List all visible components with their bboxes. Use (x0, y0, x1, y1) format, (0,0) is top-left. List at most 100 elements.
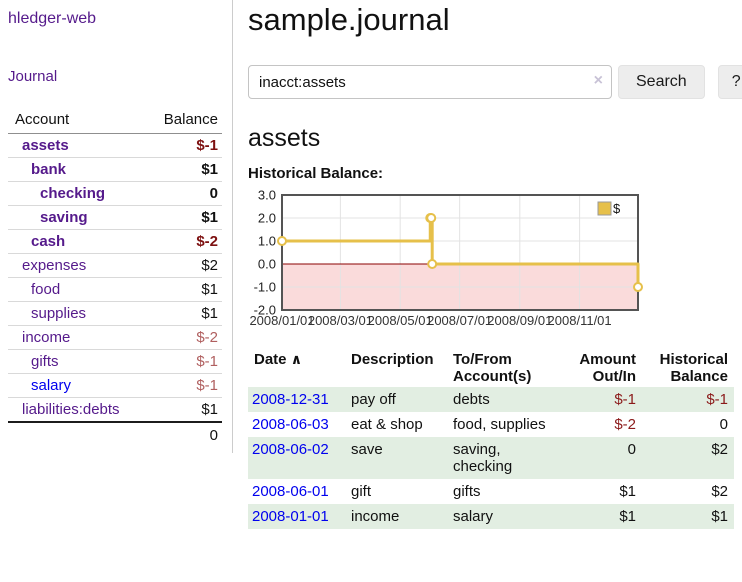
account-balance: $-1 (143, 349, 222, 374)
transaction-accounts: salary (453, 508, 494, 525)
account-link-supplies[interactable]: supplies (31, 305, 87, 322)
register-row: 2008-12-31 pay off debts $-1 $-1 (248, 387, 734, 412)
column-header-date[interactable]: Date ∧ (248, 349, 345, 387)
transaction-description: gift (351, 483, 372, 500)
account-row: income $-2 (8, 325, 222, 350)
account-balance: $-2 (143, 229, 222, 254)
transaction-accounts: saving, checking (453, 441, 513, 475)
account-balance: 0 (143, 181, 222, 206)
account-row: checking 0 (8, 181, 222, 206)
transaction-date-link[interactable]: 2008-06-01 (252, 483, 329, 500)
account-row: food $1 (8, 277, 222, 302)
clear-search-icon[interactable]: × (593, 72, 603, 89)
svg-text:1.0: 1.0 (258, 234, 276, 249)
account-row: saving $1 (8, 205, 222, 230)
account-row: liabilities:debts $1 (8, 397, 222, 423)
account-link-food[interactable]: food (31, 281, 61, 298)
svg-text:2.0: 2.0 (258, 211, 276, 226)
svg-text:$: $ (613, 201, 621, 216)
transaction-date-link[interactable]: 2008-12-31 (252, 391, 329, 408)
account-row: expenses $2 (8, 253, 222, 278)
account-balance: $-2 (143, 325, 222, 350)
transaction-balance: $-1 (706, 391, 728, 408)
help-button[interactable]: ? (717, 65, 742, 99)
chart-title: Historical Balance: (248, 165, 384, 182)
account-link-income[interactable]: income (22, 329, 71, 346)
svg-text:2008/01/01: 2008/01/01 (249, 313, 314, 328)
transaction-accounts: food, supplies (453, 416, 546, 433)
account-column-header: Account (8, 108, 144, 134)
svg-text:-1.0: -1.0 (254, 280, 276, 295)
transaction-accounts: debts (453, 391, 490, 408)
page-title: sample.journal (248, 2, 450, 37)
transaction-date-link[interactable]: 2008-01-01 (252, 508, 329, 525)
account-row: salary $-1 (8, 373, 222, 398)
account-row: cash $-2 (8, 229, 222, 254)
date-column-label: Date (254, 351, 287, 368)
register-row: 2008-06-03 eat & shop food, supplies $-2… (248, 412, 734, 437)
transaction-description: income (351, 508, 400, 525)
svg-text:2008/05/01: 2008/05/01 (368, 313, 433, 328)
transaction-description: eat & shop (351, 416, 423, 433)
transaction-amount: $-1 (614, 391, 636, 408)
transaction-amount: $-2 (614, 416, 636, 433)
svg-text:2008/11/01: 2008/11/01 (548, 313, 612, 328)
register-row: 2008-01-01 income salary $1 $1 (248, 504, 734, 529)
account-link-expenses[interactable]: expenses (22, 257, 87, 274)
column-header-amount: Amount Out/In (579, 351, 636, 385)
transaction-balance: $2 (711, 441, 728, 458)
account-balance: $1 (143, 277, 222, 302)
svg-text:3.0: 3.0 (258, 190, 276, 203)
transaction-amount: $1 (619, 508, 636, 525)
column-header-balance: Historical Balance (659, 351, 728, 385)
transaction-amount: 0 (627, 441, 636, 458)
transaction-date-link[interactable]: 2008-06-03 (252, 416, 329, 433)
transaction-balance: $1 (711, 508, 728, 525)
search-button[interactable]: Search (618, 65, 705, 99)
transaction-balance: 0 (719, 416, 728, 433)
sort-ascending-icon: ∧ (290, 351, 303, 367)
account-balance: $1 (143, 157, 222, 182)
sidebar: hledger-web Journal Account Balance asse… (0, 0, 233, 453)
register-table: Date ∧ Description To/From Account(s) Am… (248, 349, 734, 529)
account-row: bank $1 (8, 157, 222, 182)
svg-text:2008/09/01: 2008/09/01 (487, 313, 552, 328)
register-row: 2008-06-02 save saving, checking 0 $2 (248, 437, 734, 479)
account-link-checking[interactable]: checking (40, 185, 106, 202)
transaction-description: save (351, 441, 383, 458)
account-balance: $1 (143, 205, 222, 230)
historical-balance-chart: 3.0 2.0 1.0 0.0 -1.0 -2.02008/01/012008/03/01… (249, 188, 643, 328)
svg-text:2008/03/01: 2008/03/01 (308, 313, 373, 328)
account-link-bank[interactable]: bank (31, 161, 67, 178)
search-form: × Search ? (248, 65, 742, 99)
accounts-table-header: Account Balance (8, 108, 222, 134)
transaction-description: pay off (351, 391, 396, 408)
account-balance: $1 (143, 301, 222, 326)
svg-text:2008/07/01: 2008/07/01 (427, 313, 492, 328)
accounts-table: Account Balance assets $-1 bank $1 check… (8, 108, 222, 447)
app-brand-link[interactable]: hledger-web (8, 10, 97, 27)
account-balance: $1 (143, 397, 222, 423)
account-row: assets $-1 (8, 133, 222, 158)
account-row: supplies $1 (8, 301, 222, 326)
account-link-salary[interactable]: salary (31, 377, 72, 394)
account-link-saving[interactable]: saving (40, 209, 88, 226)
account-link-assets[interactable]: assets (22, 137, 69, 154)
accounts-total-row: 0 (8, 421, 222, 447)
column-header-description: Description (351, 351, 434, 368)
main-content: sample.journal × Search ? assets Histori… (233, 0, 742, 582)
account-balance: $-1 (143, 133, 222, 158)
register-header-row: Date ∧ Description To/From Account(s) Am… (248, 349, 734, 387)
transaction-date-link[interactable]: 2008-06-02 (252, 441, 329, 458)
account-link-liabilities-debts[interactable]: liabilities:debts (22, 401, 120, 418)
transaction-amount: $1 (619, 483, 636, 500)
account-link-gifts[interactable]: gifts (31, 353, 59, 370)
account-link-cash[interactable]: cash (31, 233, 66, 250)
balance-column-header: Balance (143, 108, 222, 134)
register-row: 2008-06-01 gift gifts $1 $2 (248, 479, 734, 504)
transaction-accounts: gifts (453, 483, 481, 500)
search-input[interactable] (248, 65, 612, 99)
transaction-balance: $2 (711, 483, 728, 500)
sidebar-item-journal[interactable]: Journal (8, 68, 58, 85)
